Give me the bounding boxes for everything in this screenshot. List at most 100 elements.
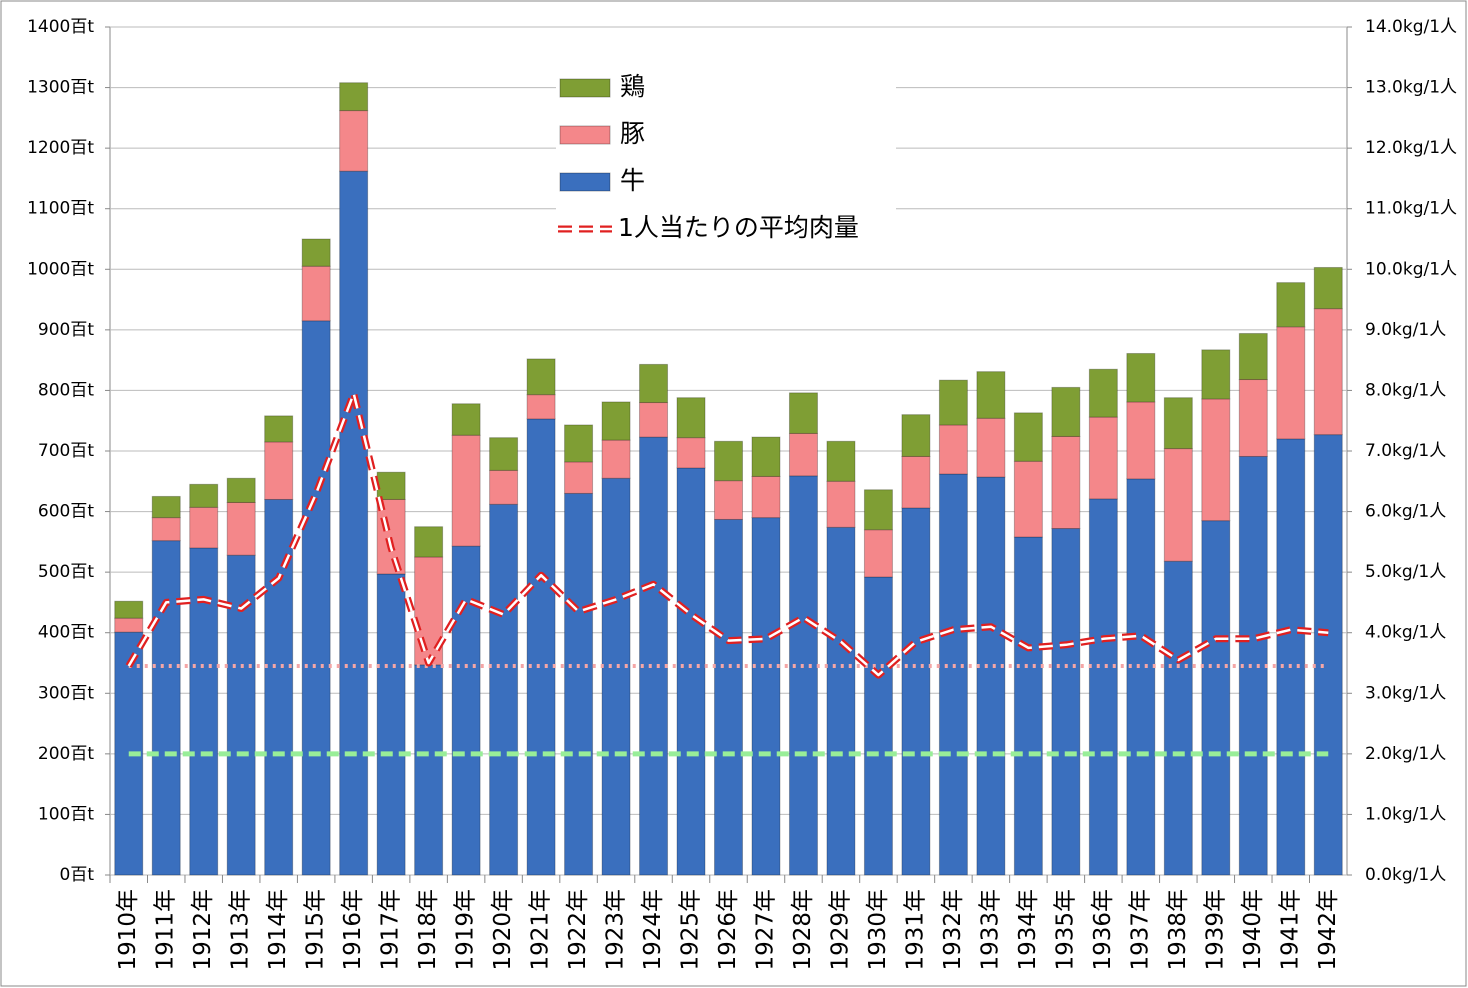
bar	[151, 517, 181, 542]
x-tick-label: 1934年	[1015, 889, 1041, 971]
bar	[676, 437, 706, 469]
y-tick-label: 1000百t	[27, 259, 94, 279]
bar	[1088, 498, 1118, 876]
bar	[938, 473, 968, 876]
bar	[1163, 397, 1193, 450]
bar	[1201, 349, 1231, 400]
legend-label: 1人当たりの平均肉量	[618, 213, 859, 242]
y-tick-label: 1400百t	[27, 17, 94, 37]
x-tick-label: 1918年	[415, 889, 441, 971]
bar	[976, 476, 1006, 876]
bar	[564, 492, 594, 876]
bar	[1201, 520, 1231, 876]
x-tick-label: 1924年	[640, 889, 666, 971]
bar	[151, 540, 181, 876]
x-tick-label: 1933年	[977, 889, 1003, 971]
bar	[1088, 368, 1118, 418]
bar	[564, 424, 594, 463]
y-tick-label: 1200百t	[27, 138, 94, 158]
bar	[1126, 401, 1156, 480]
x-tick-label: 1927年	[752, 889, 778, 971]
bar	[1051, 435, 1081, 530]
bar	[676, 397, 706, 439]
bar	[714, 440, 743, 482]
bar	[489, 437, 519, 471]
bar	[1313, 434, 1343, 876]
x-tick-label: 1938年	[1165, 889, 1191, 971]
bar	[976, 371, 1006, 419]
bar	[526, 418, 556, 876]
legend-label: 豚	[620, 119, 645, 148]
bar	[451, 403, 481, 436]
bar	[489, 469, 519, 505]
x-tick-label: 1913年	[228, 889, 254, 971]
bar	[114, 600, 144, 619]
bar	[1276, 326, 1306, 440]
bar	[1013, 460, 1043, 538]
bar	[301, 265, 331, 322]
y2-tick-label: 11.0kg/1人	[1365, 199, 1457, 219]
y-tick-label: 100百t	[38, 804, 94, 824]
bar	[639, 363, 669, 404]
line-core	[127, 392, 1329, 677]
bar	[1126, 352, 1156, 403]
bar	[1126, 478, 1156, 876]
y-tick-label: 600百t	[38, 502, 94, 522]
x-tick-label: 1910年	[115, 889, 141, 971]
bar	[526, 358, 556, 396]
y-tick-label: 1300百t	[27, 78, 94, 98]
x-tick-label: 1922年	[565, 889, 591, 971]
bar	[601, 401, 631, 441]
bar	[1013, 536, 1043, 876]
y2-tick-label: 7.0kg/1人	[1365, 441, 1446, 461]
bar	[826, 440, 856, 482]
bar	[1313, 266, 1343, 310]
bar	[826, 480, 856, 528]
bar	[489, 503, 519, 876]
bar	[264, 441, 294, 500]
x-tick-label: 1912年	[190, 889, 216, 971]
bar	[151, 495, 181, 519]
legend	[556, 62, 896, 257]
bar	[564, 461, 594, 494]
bar	[901, 455, 931, 509]
bar	[863, 489, 893, 531]
x-tick-label: 1923年	[603, 889, 629, 971]
bar	[226, 477, 256, 503]
bar	[414, 526, 444, 558]
y2-tick-label: 1.0kg/1人	[1365, 804, 1446, 824]
bar	[189, 483, 219, 508]
bar	[788, 432, 818, 477]
x-tick-label: 1925年	[678, 889, 704, 971]
y-tick-label: 300百t	[38, 683, 94, 703]
y2-tick-label: 3.0kg/1人	[1365, 683, 1446, 703]
bar	[639, 436, 669, 876]
bar	[339, 110, 369, 172]
bar	[788, 392, 818, 434]
bar	[414, 664, 444, 876]
bar	[339, 82, 369, 112]
bar	[1051, 386, 1081, 437]
bar	[451, 434, 481, 547]
bar	[1088, 416, 1118, 500]
bar	[1313, 308, 1343, 436]
bar	[1238, 455, 1268, 876]
x-tick-label: 1919年	[453, 889, 479, 971]
bar	[264, 415, 294, 443]
y2-tick-label: 5.0kg/1人	[1365, 562, 1446, 582]
x-tick-label: 1914年	[265, 889, 291, 971]
bar	[189, 506, 219, 549]
y-tick-label: 0百t	[60, 865, 95, 885]
bar	[1013, 412, 1043, 462]
bar	[788, 475, 818, 876]
x-tick-label: 1916年	[340, 889, 366, 971]
y2-tick-label: 0.0kg/1人	[1365, 865, 1446, 885]
bar	[976, 417, 1006, 478]
bar	[1276, 438, 1306, 876]
bar	[451, 545, 481, 876]
bar	[938, 424, 968, 475]
bar	[226, 501, 256, 556]
x-tick-label: 1930年	[865, 889, 891, 971]
x-tick-label: 1928年	[790, 889, 816, 971]
bar	[1051, 528, 1081, 876]
